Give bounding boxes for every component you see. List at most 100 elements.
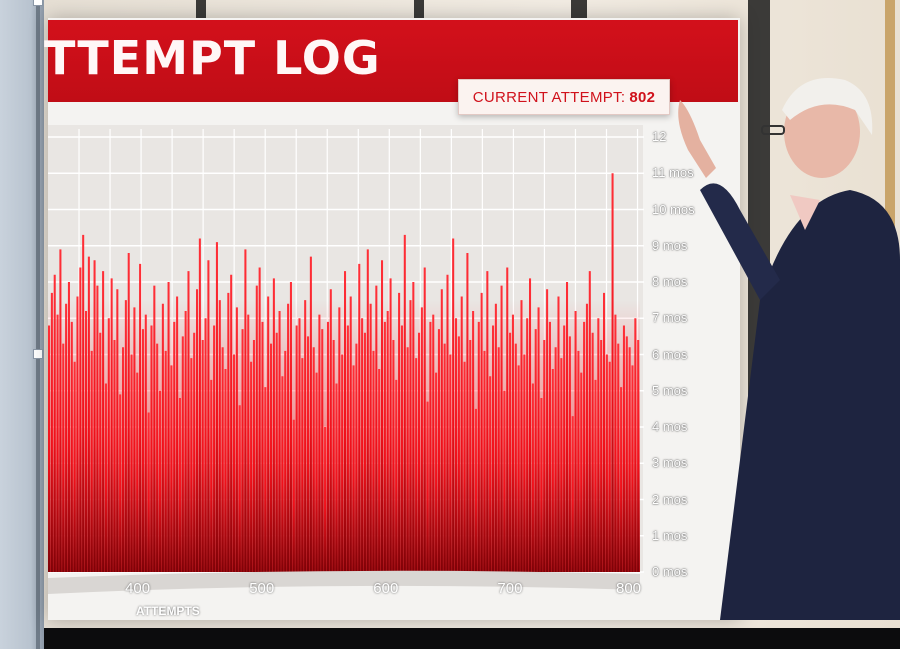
chart-bar [176, 296, 179, 572]
chart-bar [386, 311, 389, 572]
y-tick-label: 8 mos [652, 274, 688, 289]
chart-bar [375, 285, 378, 573]
chart-bar [164, 350, 167, 573]
chart-bar [133, 307, 136, 573]
chart-bar [50, 292, 53, 573]
page-title: TTEMPT LOG [44, 31, 381, 85]
chart-bar [338, 307, 341, 573]
chart-bar [474, 408, 477, 573]
chart-bar [483, 350, 486, 573]
resize-handle-top[interactable] [33, 0, 43, 6]
chart-bar [190, 358, 193, 573]
chart-bar [494, 303, 497, 572]
chart-bar [600, 340, 603, 572]
chart-bar [460, 296, 463, 572]
chart-bar [85, 311, 88, 572]
chart-bar [218, 300, 221, 573]
x-axis-title: ATTEMPTS [136, 604, 200, 618]
chart-bar [312, 347, 315, 572]
chart-bar [178, 398, 181, 572]
chart-bar [298, 318, 301, 572]
chart-bar [566, 282, 569, 572]
chart-bar [435, 372, 438, 573]
y-tick-label: 11 mos [652, 165, 694, 181]
chart-bar [395, 379, 398, 573]
chart-bar [571, 416, 574, 573]
chart-bar [577, 350, 580, 573]
chart-bar [634, 318, 637, 572]
chart-bar [224, 369, 227, 572]
chart-bar [363, 332, 366, 572]
chart-bar [523, 354, 526, 572]
x-tick-label: 500 [249, 580, 275, 597]
chart-bar [355, 343, 358, 573]
chart-bar [622, 325, 625, 572]
chart-bar [227, 292, 230, 573]
chart-bar [546, 289, 549, 572]
presenter-collar [790, 195, 820, 230]
chart-bar [585, 303, 588, 572]
chart-bar [560, 358, 563, 573]
chart-bar [130, 354, 133, 572]
chart-bar [361, 318, 364, 572]
chart-bar [213, 325, 216, 572]
chart-bar [472, 311, 475, 572]
chart-bar [244, 249, 247, 573]
chart-bar [432, 314, 435, 573]
chart-bar [466, 253, 469, 572]
chart-bar [597, 318, 600, 572]
chart-bar [529, 278, 532, 572]
y-tick-label: 3 mos [652, 455, 688, 471]
resize-handle-middle[interactable] [33, 349, 43, 359]
chart-bar [270, 343, 273, 573]
chart-bar [514, 343, 517, 573]
chart-bar [620, 387, 623, 573]
chart-bar [594, 379, 597, 573]
chart-bar [625, 336, 628, 573]
chart-bar [153, 285, 156, 573]
chart-bar [238, 405, 241, 572]
y-tick-label: 9 mos [652, 237, 688, 253]
chart-bar [509, 332, 512, 572]
chart-bar [463, 361, 466, 572]
chart-bar [215, 242, 218, 573]
chart-bar [70, 321, 73, 573]
chart-bar [409, 300, 412, 573]
glasses-icon [761, 125, 785, 135]
chart-bar [489, 376, 492, 572]
y-tick-label: 2 mos [652, 491, 688, 507]
chart-bar [79, 267, 82, 572]
chart-bar [591, 332, 594, 572]
chart-bar [167, 282, 170, 572]
chart-bar [87, 256, 90, 573]
chart-bar [116, 289, 119, 572]
chart-bar [278, 311, 281, 572]
chart-bar [62, 343, 65, 573]
chart-bar [543, 340, 546, 572]
chart-bar [113, 340, 116, 572]
chart-bar [289, 282, 292, 572]
chart-bar [264, 387, 267, 573]
chart-bar [497, 347, 500, 572]
chart-bar [531, 383, 534, 572]
chart-bar [275, 332, 278, 572]
chart-bar [147, 412, 150, 572]
chart-bar [534, 329, 537, 573]
chart-bar [122, 347, 125, 572]
y-tick-label: 4 mos [652, 419, 688, 434]
chart-bar [511, 314, 514, 573]
y-tick-label: 12 [652, 129, 667, 144]
chart-bar [469, 340, 472, 572]
bottom-bar [44, 628, 900, 649]
chart-bar [440, 289, 443, 572]
current-attempt-badge: CURRENT ATTEMPT: 802 [458, 79, 670, 115]
chart-bar [637, 340, 640, 572]
chart-bar [204, 318, 207, 572]
chart-bar [295, 325, 298, 572]
chart-bar [201, 340, 204, 572]
chart-bar [48, 325, 51, 572]
x-tick-label: 700 [497, 580, 523, 597]
chart-bar [369, 303, 372, 572]
chart-bar [65, 303, 68, 572]
